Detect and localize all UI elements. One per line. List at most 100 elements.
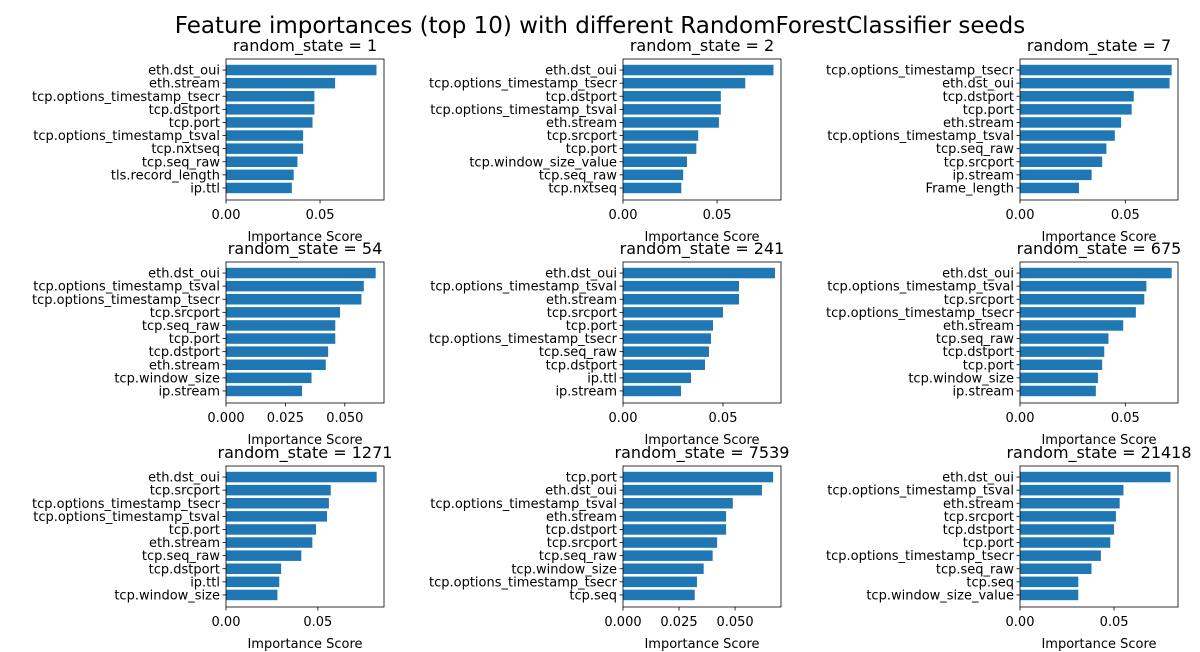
subplot-title: random_state = 21418 — [1006, 443, 1191, 463]
bar — [1020, 130, 1115, 141]
category-label: tcp.options_timestamp_tsecr — [429, 332, 618, 347]
bar — [623, 117, 719, 128]
category-label: ip.stream — [158, 384, 220, 399]
bar — [623, 346, 709, 357]
bar — [623, 576, 697, 588]
category-label: tcp.port — [169, 116, 220, 131]
category-label: ip.ttl — [587, 371, 617, 386]
category-label: tcp.seq_raw — [142, 155, 220, 170]
axes-frame — [622, 261, 782, 404]
bar — [623, 280, 739, 292]
bar — [226, 498, 329, 509]
x-tick-label: 0.00 — [1006, 615, 1035, 630]
bar — [1020, 589, 1079, 601]
x-tick-label: 0.00 — [1006, 411, 1035, 426]
category-label: tcp.srcport — [547, 129, 617, 144]
bar — [623, 143, 697, 154]
x-tick-label: 0.05 — [1111, 411, 1140, 426]
x-tick-label: 0.000 — [207, 411, 244, 426]
bar — [1020, 77, 1170, 89]
category-label: tcp.port — [566, 319, 617, 334]
subplot-7: random_state = 1271 eth.dst_ouitcp.srcpor… — [32, 443, 392, 652]
bar — [1020, 117, 1122, 128]
category-label: tcp.nxtseq — [151, 142, 220, 157]
bar — [1020, 267, 1172, 279]
bar — [623, 550, 713, 561]
x-tick-label: 0.050 — [326, 411, 363, 426]
bar — [226, 576, 280, 588]
bar — [1020, 471, 1171, 483]
category-label: tcp.options_timestamp_tsval — [430, 497, 617, 512]
axes-frame — [1019, 261, 1179, 404]
bar — [1020, 91, 1134, 102]
category-label: tcp.options_timestamp_tsval — [430, 280, 617, 295]
bar — [226, 280, 364, 292]
bar — [623, 589, 695, 601]
bar — [226, 563, 282, 574]
subplot-title: random_state = 1 — [233, 36, 377, 56]
category-label: tcp.options_timestamp_tsval — [33, 280, 220, 295]
bar — [623, 498, 733, 509]
subplot-9: random_state = 21418eth.dst_ouitcp.optio… — [826, 443, 1192, 652]
category-label: tcp.dstport — [943, 345, 1014, 360]
bar — [226, 117, 313, 128]
bar — [1020, 333, 1109, 344]
category-label: tcp.window_size — [114, 588, 220, 603]
bar — [623, 130, 699, 141]
category-label: tcp.dstport — [546, 523, 617, 538]
bar — [623, 294, 739, 305]
category-label: tcp.dstport — [546, 358, 617, 373]
bar — [1020, 143, 1107, 154]
category-label: tcp.srcport — [547, 536, 617, 551]
category-label: tcp.options_timestamp_tsecr — [826, 549, 1015, 564]
category-label: ip.stream — [555, 384, 617, 399]
category-label: tcp.srcport — [150, 484, 220, 499]
category-label: eth.stream — [149, 77, 220, 92]
category-label: tcp.port — [963, 536, 1014, 551]
bar — [226, 471, 377, 483]
x-tick-label: 0.025 — [660, 615, 697, 630]
bar — [623, 267, 775, 279]
bar — [623, 359, 705, 370]
category-label: tcp.port — [566, 142, 617, 157]
category-label: tcp.dstport — [149, 103, 220, 118]
x-tick-label: 0.025 — [267, 411, 304, 426]
x-tick-label: 0.05 — [1100, 615, 1129, 630]
bar — [1020, 576, 1079, 588]
category-label: ip.ttl — [190, 181, 220, 196]
category-label: tcp.options_timestamp_tsval — [827, 280, 1014, 295]
subplot-title: random_state = 7539 — [615, 443, 790, 463]
bar — [623, 333, 711, 344]
bar — [1020, 524, 1115, 535]
bar — [1020, 64, 1172, 76]
category-label: tcp.seq — [966, 575, 1014, 590]
bar — [226, 550, 302, 561]
category-label: eth.dst_oui — [545, 484, 617, 499]
bar — [226, 182, 292, 194]
category-label: tcp.seq_raw — [936, 142, 1014, 157]
category-label: ip.stream — [952, 384, 1014, 399]
bar — [226, 130, 304, 141]
bar — [226, 589, 278, 601]
axes-frame — [622, 58, 782, 201]
bar — [226, 91, 315, 102]
subplot-1: random_state = 1eth.dst_ouieth.streamtcp… — [32, 36, 385, 245]
x-axis-label: Importance Score — [644, 637, 759, 652]
category-label: eth.dst_oui — [148, 64, 220, 79]
subplot-grid: random_state = 1eth.dst_ouieth.streamtcp… — [32, 36, 1192, 652]
category-label: tcp.options_timestamp_tsecr — [32, 90, 221, 105]
bar — [226, 372, 312, 384]
category-label: tcp.seq_raw — [539, 549, 617, 564]
x-axis-label: Importance Score — [644, 433, 759, 448]
bar — [1020, 156, 1103, 167]
subplot-title: random_state = 675 — [1017, 239, 1182, 259]
x-tick-label: 0.00 — [609, 208, 638, 223]
bar — [226, 143, 304, 154]
x-tick-label: 0.05 — [703, 208, 732, 223]
subplot-title: random_state = 2 — [630, 36, 774, 56]
category-label: tcp.seq_raw — [142, 319, 220, 334]
category-label: eth.dst_oui — [545, 267, 617, 282]
bar — [226, 307, 341, 318]
bar — [623, 182, 682, 194]
